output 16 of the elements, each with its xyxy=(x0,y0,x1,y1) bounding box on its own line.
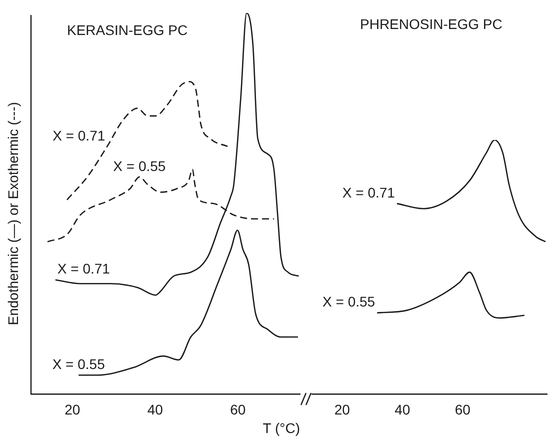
x-tick-label: 60 xyxy=(454,401,471,418)
y-axis-title: Endothermic (—) or Exothermic (---) xyxy=(4,102,21,326)
series-label: X = 0.71 xyxy=(342,184,396,200)
series-label: X = 0.71 xyxy=(52,127,106,144)
text: KERASIN-EGG PC xyxy=(67,22,188,38)
x-tick-label: 60 xyxy=(230,401,246,418)
x-tick-label: 20 xyxy=(64,401,80,418)
x-tick-label: 40 xyxy=(147,401,164,418)
chart-title: PHRENOSIN-EGG PC xyxy=(360,16,502,32)
series-label: X = 0.55 xyxy=(322,294,376,310)
series-label: X = 0.71 xyxy=(57,260,110,277)
series-label: X = 0.55 xyxy=(113,158,166,174)
x-axis-title: T (°C) xyxy=(262,420,300,436)
x-tick-label: 40 xyxy=(394,401,410,418)
x-tick-label: 20 xyxy=(334,401,350,418)
series-label: X = 0.55 xyxy=(52,356,106,372)
